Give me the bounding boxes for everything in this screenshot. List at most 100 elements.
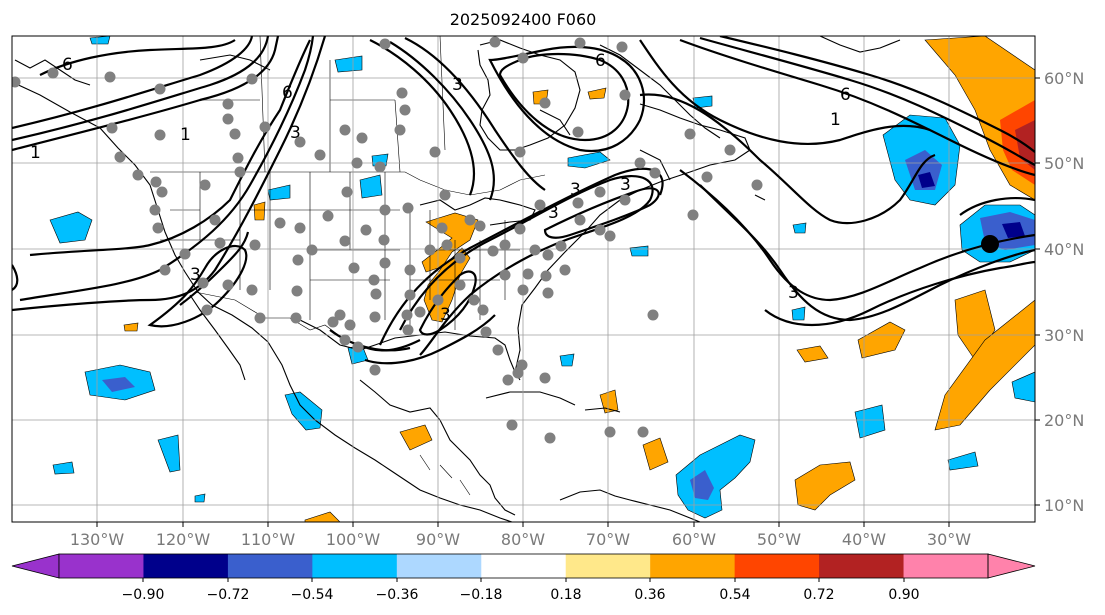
station-dot	[512, 367, 524, 379]
station-dot	[687, 209, 699, 221]
station-dot	[701, 171, 713, 183]
station-dot	[616, 41, 628, 53]
contour-line	[12, 36, 327, 312]
station-dot	[594, 224, 606, 236]
station-dot	[339, 124, 351, 136]
station-dot	[368, 274, 380, 286]
lon-label: 60°W	[672, 530, 716, 549]
coastline-south-america	[559, 489, 701, 522]
contour-line	[764, 260, 1035, 326]
station-dot	[634, 157, 646, 169]
colorbar-cell	[481, 554, 567, 578]
shade-blue	[284, 391, 323, 431]
shade-orange	[796, 345, 829, 363]
station-dot	[356, 132, 368, 144]
station-dot	[246, 73, 258, 85]
station-dot	[379, 38, 391, 50]
colorbar-cell	[565, 554, 651, 578]
lat-label: 50°N	[1044, 154, 1084, 173]
station-dot	[132, 169, 144, 181]
station-markers	[12, 36, 763, 444]
station-dot	[522, 268, 534, 280]
contour-label: 3	[440, 305, 451, 325]
station-dot	[542, 249, 554, 261]
station-dot	[649, 167, 661, 179]
station-dot	[414, 306, 426, 318]
contour-line	[639, 39, 931, 146]
map-area: 6 6 6 6 3 3 3 3 3 3 3 3 1 1 1	[12, 36, 1035, 522]
contour-label: 6	[282, 83, 293, 103]
station-dot	[396, 87, 408, 99]
map-background	[12, 36, 1035, 522]
colorbar-cell	[143, 554, 229, 578]
contour-label: 6	[595, 51, 606, 71]
station-dot	[684, 128, 696, 140]
colorbar-cell	[819, 554, 905, 578]
contour-line	[12, 36, 280, 152]
station-dot	[454, 252, 466, 264]
colorbar-label: −0.18	[460, 587, 503, 603]
colorbar-cell	[903, 554, 989, 578]
colorbar-cell	[312, 554, 398, 578]
contour-line	[19, 36, 315, 302]
coastline-islands	[199, 54, 766, 201]
station-dot	[274, 217, 286, 229]
shade-orange	[642, 437, 669, 471]
contour-label-layer: 6 6 6 6 3 3 3 3 3 3 3 3 1 1 1	[30, 51, 851, 325]
contour-line	[12, 264, 19, 291]
colorbar-labels: −0.90 −0.72 −0.54 −0.36 −0.18 0.18 0.36 …	[122, 587, 920, 603]
station-dot	[404, 264, 416, 276]
station-dot	[292, 254, 304, 266]
lon-label: 30°W	[927, 530, 971, 549]
station-dot	[502, 374, 514, 386]
shading-layer	[49, 36, 1035, 522]
station-dot	[399, 104, 411, 116]
station-dot	[647, 309, 659, 321]
coastline-cuba	[485, 391, 576, 406]
colorbar-label: −0.72	[207, 587, 250, 603]
contour-label: 3	[452, 75, 463, 95]
shade-orange	[587, 87, 607, 100]
station-dot	[341, 186, 353, 198]
station-dot	[179, 248, 191, 260]
station-dot	[360, 224, 372, 236]
station-dot	[222, 98, 234, 110]
station-dot	[432, 294, 444, 306]
station-dot	[156, 186, 168, 198]
station-dot	[334, 309, 346, 321]
shade-blue	[854, 404, 886, 439]
station-dot	[480, 326, 492, 338]
contour-line	[364, 314, 496, 365]
shade-orange	[253, 201, 266, 221]
contour-label: 1	[180, 125, 191, 145]
colorbar: −0.90 −0.72 −0.54 −0.36 −0.18 0.18 0.36 …	[11, 553, 1036, 603]
station-dot	[517, 52, 529, 64]
shade-blue	[629, 245, 649, 257]
station-dot	[499, 239, 511, 251]
shade-orange	[304, 511, 341, 522]
contour-line	[12, 36, 270, 142]
station-dot	[604, 230, 616, 242]
contour-label: 3	[570, 180, 581, 200]
contour-line	[719, 36, 1035, 153]
station-dot	[474, 220, 486, 232]
station-dot	[751, 179, 763, 191]
station-dot	[404, 289, 416, 301]
colorbar-extend-high	[987, 553, 1036, 579]
contour-line	[699, 184, 1035, 322]
station-dot	[401, 309, 413, 321]
lat-label: 40°N	[1044, 240, 1084, 259]
coastline-yucatan	[359, 379, 516, 516]
shade-blue	[49, 211, 93, 244]
station-dot	[619, 89, 631, 101]
shade-blue	[157, 434, 181, 473]
contour-label: 3	[548, 203, 559, 223]
contour-line	[399, 175, 654, 356]
station-dot	[222, 279, 234, 291]
station-dot	[379, 257, 391, 269]
station-dot	[499, 269, 511, 281]
colorbar-ticks	[142, 578, 905, 582]
colorbar-label: 0.18	[550, 587, 581, 603]
station-dot	[477, 304, 489, 316]
shade-blue	[559, 353, 575, 367]
